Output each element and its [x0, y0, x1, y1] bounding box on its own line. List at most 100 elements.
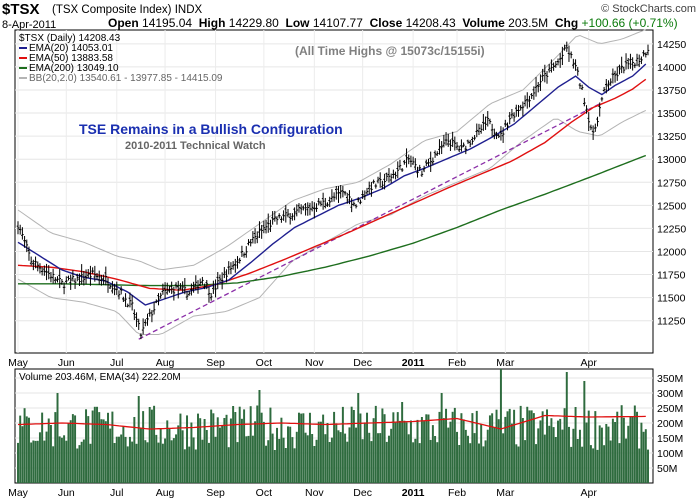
volume-bar	[69, 420, 72, 483]
volume-bar	[344, 433, 347, 483]
volume-bar	[348, 427, 351, 483]
volume-bar	[306, 435, 309, 483]
volume-bar	[34, 440, 37, 483]
volume-bar	[387, 435, 390, 483]
volume-bar	[36, 440, 39, 483]
volume-bar	[111, 411, 114, 483]
volume-bar	[100, 419, 103, 483]
volume-bar	[609, 440, 612, 483]
volume-bar	[407, 434, 410, 483]
volume-bar	[578, 429, 581, 483]
volume-bar	[194, 449, 197, 483]
volume-bar	[148, 407, 151, 483]
volume-bar	[120, 434, 123, 483]
volume-bar	[456, 431, 459, 483]
volume-bar	[548, 425, 551, 483]
volume-bar	[620, 405, 623, 483]
volume-bar	[414, 438, 417, 483]
volume-bar	[197, 413, 199, 483]
legend-bb: BB(20,2.0) 13540.61 - 13977.85 - 14415.0…	[29, 73, 223, 84]
volume-bar	[87, 416, 90, 483]
volume-tick-label: 300M	[657, 388, 683, 400]
volume-bar	[131, 441, 134, 483]
volume-bar	[559, 418, 562, 483]
volume-month-label: Sep	[206, 487, 225, 499]
price-tick-label: 13750	[657, 85, 686, 97]
volume-bar	[17, 442, 19, 483]
volume-bar	[341, 406, 344, 483]
volume-bar	[60, 437, 63, 483]
volume-bar	[278, 438, 281, 483]
volume-bar	[269, 407, 272, 483]
volume-bar	[236, 442, 239, 483]
volume-label: Volume	[462, 16, 505, 30]
volume-bar	[550, 418, 553, 483]
volume-bar	[552, 427, 555, 483]
volume-bar	[535, 444, 538, 483]
volume-bar	[440, 393, 443, 483]
volume-bar	[155, 434, 158, 483]
volume-bar	[585, 422, 588, 483]
volume-bar	[54, 412, 57, 483]
volume-bar	[488, 415, 491, 483]
legend-ema200: EMA(200) 13049.10	[29, 63, 119, 74]
volume-bar	[574, 407, 577, 483]
volume-bar	[188, 446, 191, 483]
volume-bar	[247, 435, 250, 483]
volume-bar	[96, 406, 99, 483]
volume-bar	[52, 446, 55, 483]
volume-bar	[394, 422, 397, 483]
volume-bar	[297, 412, 300, 483]
volume-bar	[572, 428, 575, 483]
volume-bar	[258, 390, 261, 483]
volume-bar	[260, 412, 263, 483]
volume-bar	[137, 396, 140, 483]
price-tick-label: 13500	[657, 108, 686, 120]
volume-bar	[225, 414, 228, 483]
price-tick-label: 12750	[657, 177, 686, 189]
volume-bar	[150, 409, 153, 483]
volume-bar	[128, 436, 131, 483]
close-value: 14208.43	[405, 16, 456, 30]
volume-bar	[438, 411, 441, 483]
price-legend: $TSX (Daily) 14208.43 EMA(20) 14053.01 E…	[19, 33, 223, 84]
volume-bar	[596, 449, 599, 483]
volume-bar	[614, 422, 617, 483]
price-month-label: Jul	[110, 357, 123, 369]
volume-bar	[212, 413, 215, 483]
volume-bar	[293, 448, 296, 483]
volume-bar	[254, 421, 257, 483]
volume-bar	[423, 421, 426, 483]
volume-bar	[177, 425, 180, 483]
volume-bar	[453, 407, 456, 483]
volume-bar	[467, 435, 469, 483]
volume-bar	[627, 425, 630, 483]
volume-bar	[383, 414, 386, 483]
volume-bar	[502, 433, 505, 483]
volume-month-label: Jun	[58, 487, 75, 499]
volume-bar	[460, 413, 463, 483]
legend-ema50: EMA(50) 13883.58	[29, 53, 113, 64]
volume-bar	[497, 419, 500, 483]
volume-bar	[429, 439, 432, 483]
price-tick-label: 11500	[657, 293, 686, 305]
volume-bar	[436, 442, 439, 483]
volume-bar	[477, 443, 480, 483]
volume-bar	[605, 424, 608, 483]
volume-month-label: Oct	[256, 487, 272, 499]
volume-bar	[251, 435, 254, 483]
volume-bar	[89, 443, 92, 483]
volume-bar	[350, 406, 353, 483]
volume-bar	[355, 427, 358, 483]
volume-bar	[313, 446, 316, 483]
volume-bar	[214, 436, 217, 483]
volume-bar	[109, 428, 112, 483]
volume-bar	[434, 436, 437, 483]
volume-bar	[510, 423, 513, 483]
volume-bar	[592, 448, 595, 483]
volume-bar	[526, 406, 529, 483]
volume-bar	[30, 442, 33, 483]
volume-bar	[135, 443, 138, 483]
volume-bar	[611, 418, 614, 483]
